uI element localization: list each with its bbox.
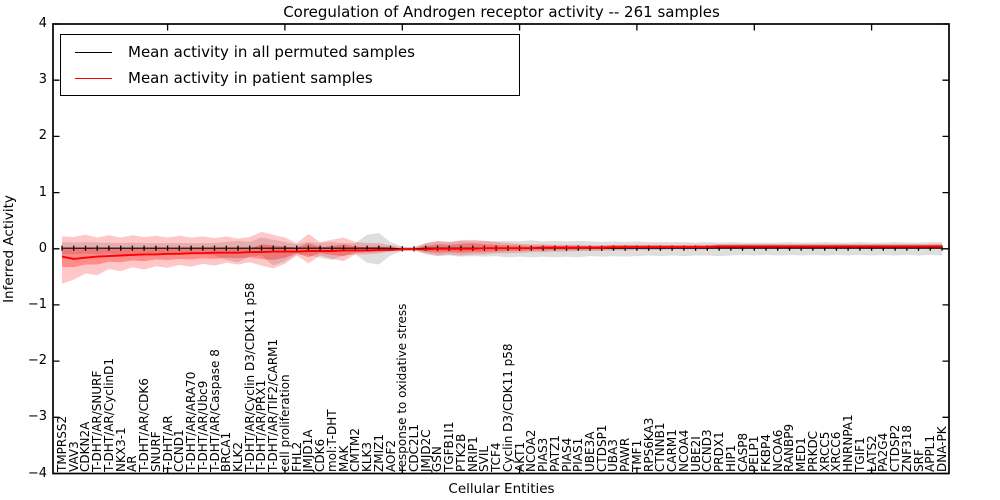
y-tick-label: 4: [38, 16, 47, 31]
y-tick-label: −1: [27, 296, 47, 312]
y-tick-label: 1: [38, 184, 47, 200]
chart-title: Coregulation of Androgen receptor activi…: [283, 3, 720, 21]
x-tick-label: PATZ1: [547, 434, 562, 472]
legend-label-permuted: Mean activity in all permuted samples: [128, 43, 415, 61]
legend-line-red: [75, 77, 112, 79]
y-tick-label: 0: [38, 240, 47, 256]
permuted-band: [62, 233, 942, 266]
y-tick-label: −2: [27, 353, 47, 369]
patient-mean-line: [61, 245, 942, 260]
legend-row-patient: Mean activity in patient samples: [75, 69, 519, 87]
y-tick-label: 2: [38, 128, 47, 144]
patient-outer-band: [62, 231, 942, 284]
x-tick-label: ZMIZ1: [371, 433, 386, 472]
legend-label-patient: Mean activity in patient samples: [128, 69, 373, 87]
y-tick-label: 3: [38, 72, 47, 88]
axes-frame: [52, 23, 950, 475]
x-axis-label: Cellular Entities: [448, 481, 555, 497]
x-tick-label: ZNF318: [899, 424, 914, 472]
patient-inner-band: [62, 243, 942, 268]
legend-row-permuted: Mean activity in all permuted samples: [75, 43, 519, 61]
x-tick-label: T-DHT/AR/Ubc9: [195, 380, 210, 472]
x-tick-label: DNA-PK: [935, 425, 949, 472]
legend-line-black: [75, 51, 112, 53]
x-tick-label: HIP1: [723, 444, 738, 472]
y-tick-label: −3: [27, 409, 47, 425]
legend: Mean activity in all permuted samples Me…: [60, 34, 520, 96]
y-tick-label: −4: [27, 465, 47, 481]
